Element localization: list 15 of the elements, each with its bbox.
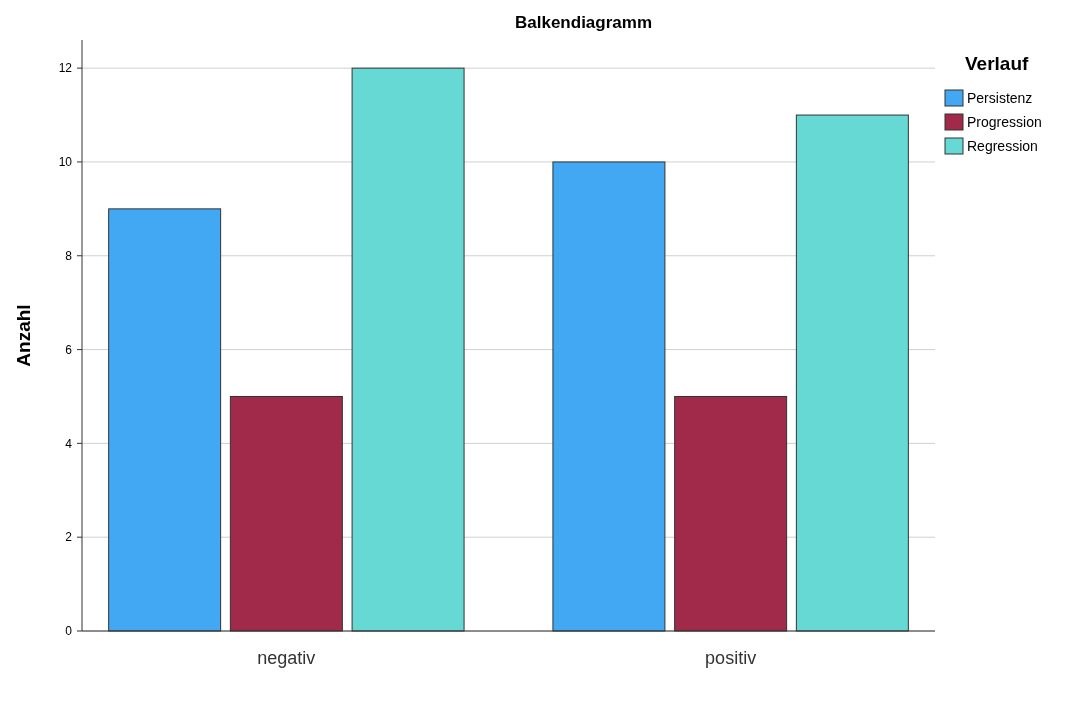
- legend-label: Regression: [967, 137, 1038, 154]
- y-tick-label: 10: [58, 155, 73, 170]
- x-tick-label: positiv: [705, 648, 757, 668]
- y-tick-label: 12: [58, 61, 73, 76]
- y-tick-label: 0: [65, 624, 73, 639]
- y-tick-label: 4: [65, 436, 73, 451]
- y-tick-label: 8: [65, 248, 73, 263]
- x-tick-label: negativ: [257, 648, 316, 668]
- legend-title: Verlauf: [965, 53, 1030, 74]
- y-axis-title: Anzahl: [13, 304, 34, 367]
- legend-label: Progression: [967, 113, 1042, 130]
- legend-label: Persistenz: [967, 89, 1033, 106]
- chart-title: Balkendiagramm: [515, 13, 652, 32]
- y-tick-label: 6: [65, 342, 73, 357]
- y-tick-label: 2: [65, 530, 73, 545]
